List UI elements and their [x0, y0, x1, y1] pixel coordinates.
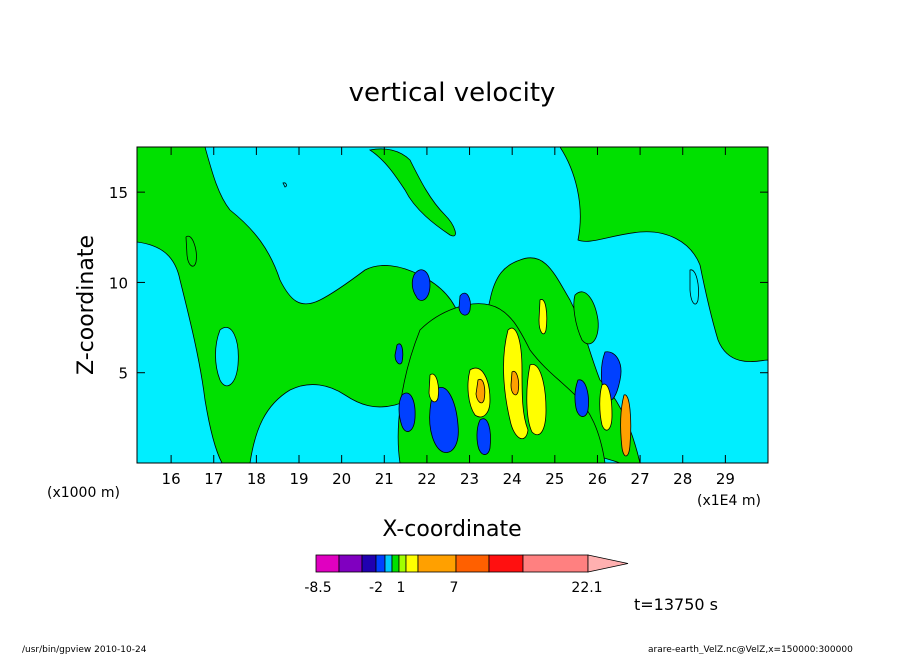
- colorbar-label: -2: [369, 580, 383, 596]
- blue-cell: [429, 387, 459, 453]
- colorbar-label: 22.1: [571, 580, 602, 596]
- footer-right: arare-earth_VelZ.nc@VelZ,x=150000:300000: [648, 645, 853, 654]
- footer-left: /usr/bin/gpview 2010-10-24: [22, 645, 147, 654]
- blue-cell: [411, 269, 431, 301]
- x-tick-label: 22: [417, 470, 436, 488]
- plot-frame: [136, 146, 769, 464]
- time-label: t=13750 s: [634, 595, 718, 614]
- x-axis: 16 17 18 19 20 21 22 23 24 25 26 27 28 29: [162, 147, 735, 488]
- yellow-cell: [538, 299, 548, 335]
- x-unit-note: (x1000 m): [47, 485, 120, 501]
- colorbar-segment: [361, 554, 377, 573]
- x-tick-label: 16: [162, 470, 181, 488]
- x-tick-label: 26: [588, 470, 607, 488]
- x-tick-label: 20: [332, 470, 351, 488]
- colorbar: [315, 554, 629, 573]
- green-patch-small: [573, 291, 599, 345]
- blue-cell: [574, 379, 589, 417]
- contour-line: [689, 269, 699, 305]
- x-tick-label: 21: [375, 470, 394, 488]
- x-tick-label: 25: [545, 470, 564, 488]
- x-axis-label: X-coordinate: [382, 517, 521, 542]
- x-tick-label: 29: [716, 470, 735, 488]
- colorbar-label: -8.5: [304, 580, 331, 596]
- contour-line: [282, 182, 287, 188]
- chart-title: vertical velocity: [349, 78, 556, 108]
- x-tick-label: 19: [289, 470, 308, 488]
- y-tick-label: 5: [118, 365, 128, 383]
- colorbar-extension-triangle: [587, 554, 629, 573]
- x-tick-label: 17: [204, 470, 223, 488]
- colorbar-labels: -8.5 -2 1 7 22.1: [304, 580, 602, 596]
- colorbar-segment: [405, 554, 419, 573]
- cyan-pocket: [215, 327, 239, 387]
- blue-cell: [398, 392, 416, 432]
- colorbar-segment: [417, 554, 457, 573]
- contour-line: [185, 235, 197, 267]
- orange-cell: [620, 394, 632, 457]
- blue-cell: [394, 343, 404, 365]
- colorbar-segment: [488, 554, 524, 573]
- blue-cell: [458, 292, 471, 316]
- colorbar-segment: [398, 554, 407, 573]
- yellow-cell: [599, 383, 613, 431]
- blue-cell: [476, 418, 491, 455]
- orange-cell: [510, 370, 520, 396]
- colorbar-label: 1: [397, 580, 406, 596]
- green-patch: [368, 148, 456, 237]
- colorbar-segment: [384, 554, 393, 573]
- x-tick-label: 18: [247, 470, 266, 488]
- colorbar-segment: [375, 554, 386, 573]
- plot-area: [137, 147, 768, 463]
- x-tick-label: 24: [503, 470, 522, 488]
- colorbar-label: 7: [450, 580, 459, 596]
- colorbar-segment: [391, 554, 400, 573]
- colorbar-segment: [315, 554, 340, 573]
- colorbar-segment: [522, 554, 589, 573]
- cyan-region-left: [137, 241, 223, 463]
- x-scale-note: (x1E4 m): [697, 493, 761, 509]
- x-tick-label: 23: [460, 470, 479, 488]
- y-tick-label: 10: [109, 274, 128, 292]
- y-axis: 5 10 15: [109, 184, 768, 383]
- x-tick-label: 27: [631, 470, 650, 488]
- y-axis-label: Z-coordinate: [74, 235, 99, 375]
- yellow-cell: [428, 373, 439, 403]
- x-tick-label: 28: [673, 470, 692, 488]
- orange-cell: [475, 378, 486, 404]
- colorbar-segment: [338, 554, 363, 573]
- yellow-cell: [526, 364, 547, 436]
- colorbar-segment: [455, 554, 490, 573]
- y-tick-label: 15: [109, 184, 128, 202]
